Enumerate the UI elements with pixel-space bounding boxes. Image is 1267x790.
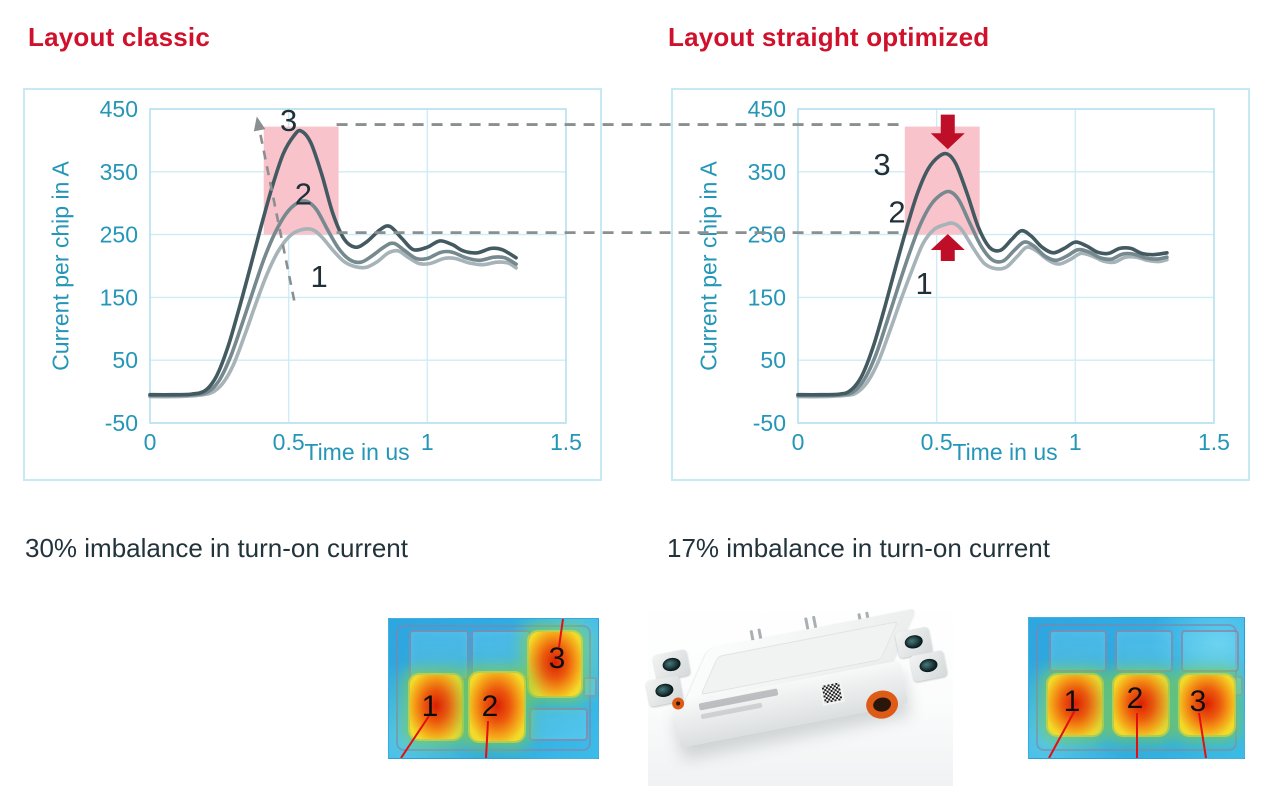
series-label-1: 1	[311, 259, 328, 294]
svg-text:1: 1	[1069, 429, 1082, 455]
curve-chip-2	[796, 189, 1169, 398]
x-axis-label: Time in us	[952, 439, 1058, 465]
chip-label-1: 1	[1063, 685, 1081, 718]
plot-border	[149, 108, 567, 424]
chip-label-1: 1	[421, 690, 439, 723]
curve-chip-3	[148, 128, 518, 397]
svg-text:350: 350	[748, 159, 786, 185]
left-panel-title: Layout classic	[28, 22, 210, 52]
svg-text:450: 450	[100, 96, 138, 122]
hot-chip-2	[470, 673, 524, 741]
peak-decrease-arrow	[930, 114, 965, 150]
y-axis-label: Current per chip in A	[695, 161, 722, 371]
chart-optimized: 3 2 1 450 350 250 150 50 -50 0 0.5 1 1.5 Time in us …	[671, 88, 1250, 481]
svg-text:50: 50	[112, 347, 138, 373]
hot-chip-3	[529, 632, 581, 696]
gate-tab	[583, 677, 597, 697]
series-label-3: 3	[280, 103, 297, 138]
chip-label-3: 3	[1189, 685, 1207, 718]
hot-chip-2	[1114, 675, 1168, 735]
svg-text:1.5: 1.5	[550, 429, 582, 455]
plot-border	[797, 108, 1215, 424]
right-panel-title: Layout straight optimized	[668, 22, 990, 52]
cool-pad	[1115, 630, 1173, 672]
svg-text:50: 50	[760, 347, 786, 373]
pin	[804, 617, 810, 630]
svg-text:150: 150	[748, 284, 786, 310]
heatmap-classic-layout: 1 2 3	[388, 618, 599, 759]
pin	[811, 615, 818, 629]
series-label-3: 3	[873, 147, 890, 182]
caption-classic-imbalance: 30% imbalance in turn-on current	[25, 533, 408, 563]
cool-pad	[1181, 630, 1239, 672]
curve-chip-1	[796, 221, 1169, 399]
chip-label-2: 2	[481, 690, 499, 723]
svg-text:0.5: 0.5	[921, 429, 953, 455]
chart-optimized-plot: 3 2 1 450 350 250 150 50 -500 0.5 1 1.5	[748, 96, 1230, 455]
chip-label-2: 2	[1126, 682, 1144, 715]
curve-chip-3	[796, 151, 1169, 397]
curve-chip-2	[148, 199, 518, 398]
hot-chip-3	[1180, 675, 1234, 735]
svg-text:450: 450	[748, 96, 786, 122]
svg-text:0: 0	[144, 429, 157, 455]
curve-chip-1	[148, 227, 518, 399]
series-label-2: 2	[888, 194, 905, 229]
axis-tick-labels: 450 350 250 150 50 -500 0.5 1 1.5	[748, 96, 1230, 455]
screw-terminal	[909, 649, 948, 683]
series-label-1: 1	[916, 266, 933, 301]
peak-increase-arrow	[930, 233, 965, 261]
datamatrix-code	[819, 680, 845, 706]
rising-trend-arrowhead	[253, 116, 266, 132]
chip-label-3: 3	[548, 642, 566, 675]
cool-pad	[409, 630, 469, 680]
axis-tick-labels: 450 350 250 150 50 -500 0.5 1 1.5	[100, 96, 582, 455]
caption-optimized-imbalance: 17% imbalance in turn-on current	[667, 533, 1050, 563]
svg-text:-50: -50	[753, 410, 786, 436]
igbt-module-photo	[645, 600, 953, 786]
svg-text:1: 1	[421, 429, 434, 455]
svg-text:-50: -50	[105, 410, 138, 436]
y-axis-label: Current per chip in A	[47, 161, 74, 371]
copper-trace-outline	[396, 625, 591, 751]
svg-text:1.5: 1.5	[1198, 429, 1230, 455]
svg-text:250: 250	[100, 222, 138, 248]
svg-text:0.5: 0.5	[273, 429, 305, 455]
svg-text:0: 0	[792, 429, 805, 455]
svg-text:350: 350	[100, 159, 138, 185]
heatmap-optimized-layout: 1 2 3	[1028, 617, 1245, 759]
series-label-2: 2	[295, 176, 312, 211]
chart-classic-plot: 3 2 1 450 350 250 150 50 -500 0.5 1 1.5	[100, 96, 582, 455]
svg-text:250: 250	[748, 222, 786, 248]
x-axis-label: Time in us	[304, 439, 410, 465]
module-body	[645, 606, 948, 777]
svg-text:150: 150	[100, 284, 138, 310]
cool-pad	[1049, 630, 1107, 672]
cool-pad	[529, 708, 588, 741]
chart-classic: 3 2 1 450 350 250 150 50 -50 0 0.5 1 1.5 Time in us …	[23, 88, 602, 481]
